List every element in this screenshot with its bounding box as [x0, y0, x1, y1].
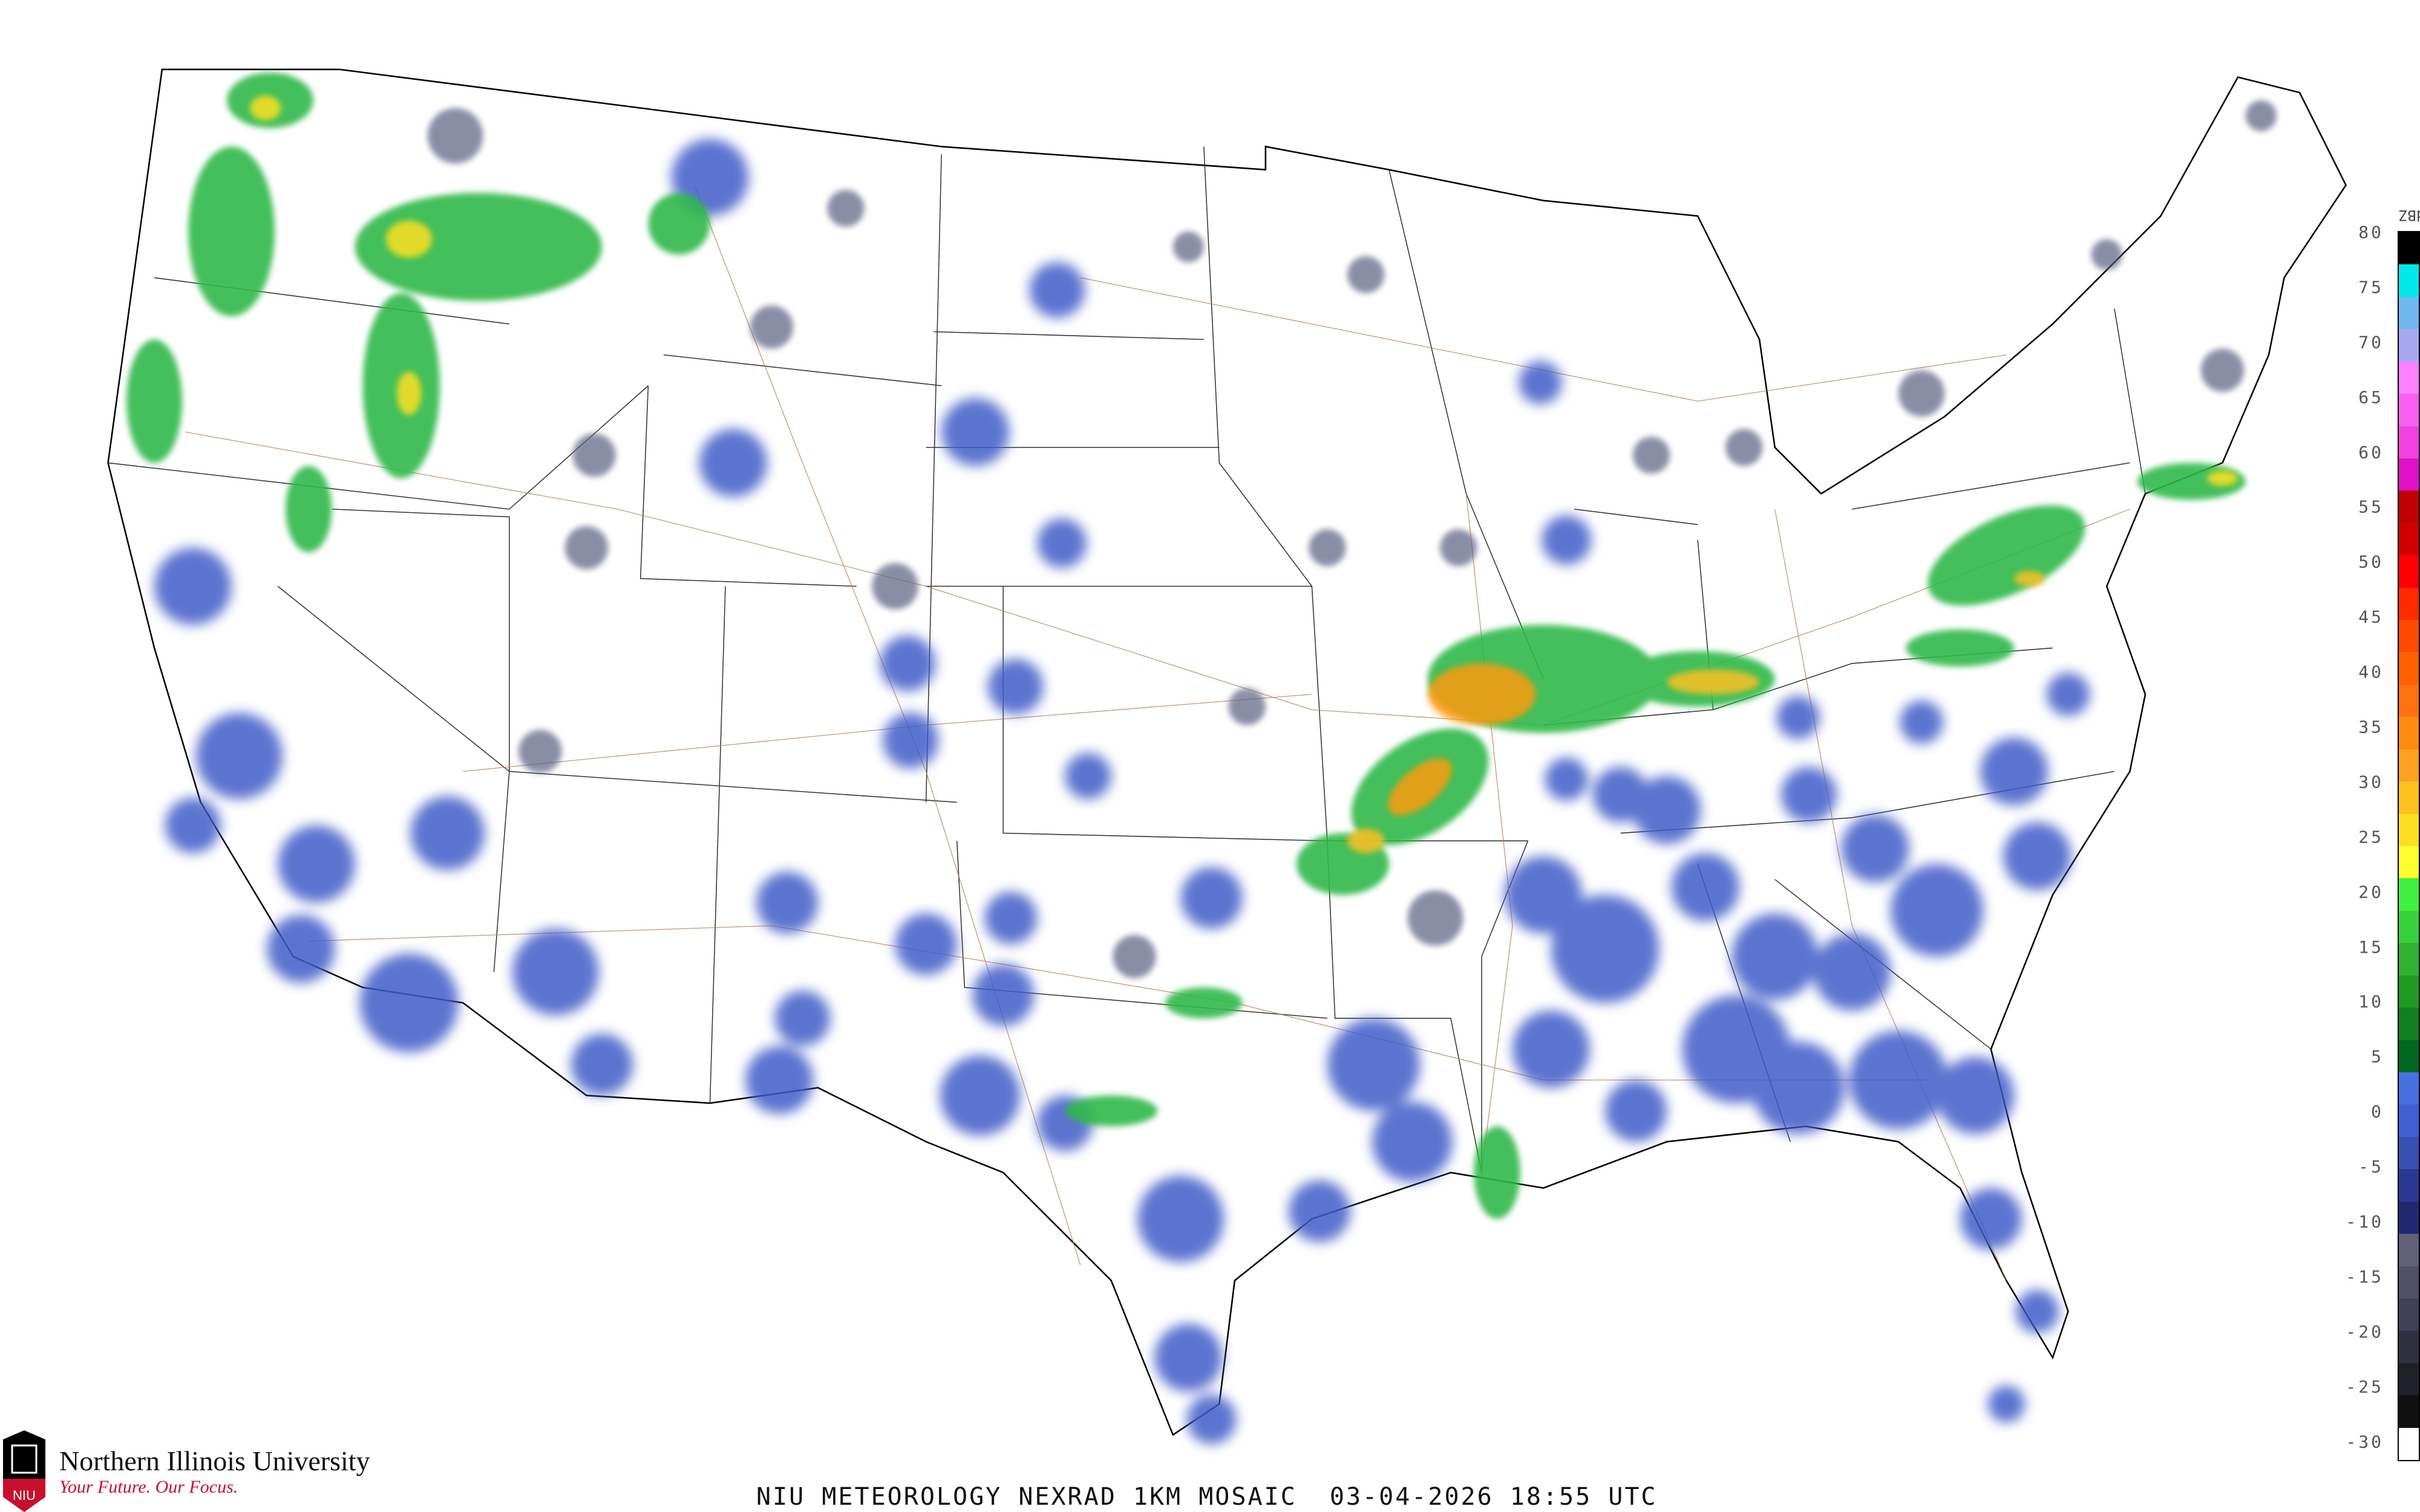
legend-color-swatch: [2399, 232, 2419, 265]
legend-label: -15: [2346, 1266, 2384, 1287]
legend-label: 65: [2358, 387, 2384, 408]
highways: [185, 184, 2130, 1281]
legend-color-swatch: [2399, 717, 2419, 749]
legend-unit: dBZ: [2399, 207, 2420, 224]
legend-color-swatch: [2399, 1104, 2419, 1137]
reflectivity-legend: dBZ 80757065605550454035302520151050-5-1…: [2317, 207, 2420, 1470]
radar-echoes-heavy: [250, 96, 2238, 853]
legend-color-swatch: [2399, 1395, 2419, 1428]
legend-color-swatch: [2399, 652, 2419, 685]
legend-color-swatch: [2399, 523, 2419, 556]
legend-color-swatch: [2399, 1266, 2419, 1299]
legend-label: 0: [2371, 1101, 2384, 1122]
legend-label: -10: [2346, 1211, 2384, 1232]
legend-color-swatch: [2399, 1201, 2419, 1234]
legend-label: 10: [2358, 991, 2384, 1012]
legend-label: 20: [2358, 882, 2384, 902]
legend-color-swatch: [2399, 684, 2419, 717]
legend-color-swatch: [2399, 1072, 2419, 1105]
legend-label: 40: [2358, 662, 2384, 682]
legend-color-swatch: [2399, 555, 2419, 588]
legend-label: 45: [2358, 607, 2384, 627]
legend-label: 25: [2358, 827, 2384, 847]
map-title: NIU METEOROLOGY NEXRAD 1KM MOSAIC 03-04-…: [756, 1483, 1658, 1511]
svg-text:NIU: NIU: [13, 1488, 36, 1503]
legend-color-swatch: [2399, 813, 2419, 847]
legend-color-swatch: [2399, 878, 2419, 911]
niu-logo: NIU Northern Illinois University Your Fu…: [0, 1430, 370, 1512]
niu-shield-icon: NIU: [3, 1430, 45, 1512]
legend-label: 75: [2358, 277, 2384, 298]
legend-label: 55: [2358, 497, 2384, 517]
legend-color-swatch: [2399, 296, 2419, 330]
legend-color-swatch: [2399, 361, 2419, 394]
legend-label: 80: [2358, 222, 2384, 243]
legend-color-swatch: [2399, 620, 2419, 653]
legend-color-swatch: [2399, 1169, 2419, 1202]
legend-label: 50: [2358, 552, 2384, 572]
legend-label: 60: [2358, 442, 2384, 463]
legend-color-swatch: [2399, 458, 2419, 491]
legend-label: -5: [2358, 1156, 2384, 1177]
legend-label: -25: [2346, 1377, 2384, 1397]
legend-label: 70: [2358, 332, 2384, 353]
legend-color-swatch: [2399, 910, 2419, 943]
legend-color-swatch: [2399, 1040, 2419, 1072]
legend-label: 15: [2358, 937, 2384, 957]
radar-echoes-moderate: [126, 72, 2246, 1219]
legend-label: 5: [2371, 1046, 2384, 1067]
legend-color-swatch: [2399, 426, 2419, 458]
legend-color-swatch: [2399, 1008, 2419, 1040]
legend-color-swatch: [2399, 490, 2419, 523]
legend-color-swatch: [2399, 1234, 2419, 1266]
legend-color-swatch: [2399, 394, 2419, 426]
legend-color-swatch: [2399, 1136, 2419, 1170]
legend-color-swatch: [2399, 1427, 2419, 1461]
legend-label: -20: [2346, 1321, 2384, 1342]
legend-label: -30: [2346, 1432, 2384, 1452]
legend-color-swatch: [2399, 329, 2419, 362]
radar-echoes-low: [154, 138, 2090, 1444]
legend-color-swatch: [2399, 1331, 2419, 1363]
legend-color-swatch: [2399, 846, 2419, 879]
legend-color-swatch: [2399, 264, 2419, 297]
legend-label: 35: [2358, 717, 2384, 737]
legend-color-swatch: [2399, 587, 2419, 621]
university-tagline: Your Future. Our Focus.: [59, 1477, 238, 1497]
legend-color-swatch: [2399, 749, 2419, 782]
legend-color-swatch: [2399, 975, 2419, 1008]
legend-color-swatch: [2399, 943, 2419, 976]
legend-label: 30: [2358, 772, 2384, 792]
legend-color-swatch: [2399, 1298, 2419, 1331]
university-name: Northern Illinois University: [59, 1445, 370, 1476]
legend-color-swatch: [2399, 781, 2419, 814]
legend-color-swatch: [2399, 1363, 2419, 1396]
radar-echoes-noise: [427, 100, 2277, 979]
legend-colorbar: [2398, 231, 2420, 1461]
